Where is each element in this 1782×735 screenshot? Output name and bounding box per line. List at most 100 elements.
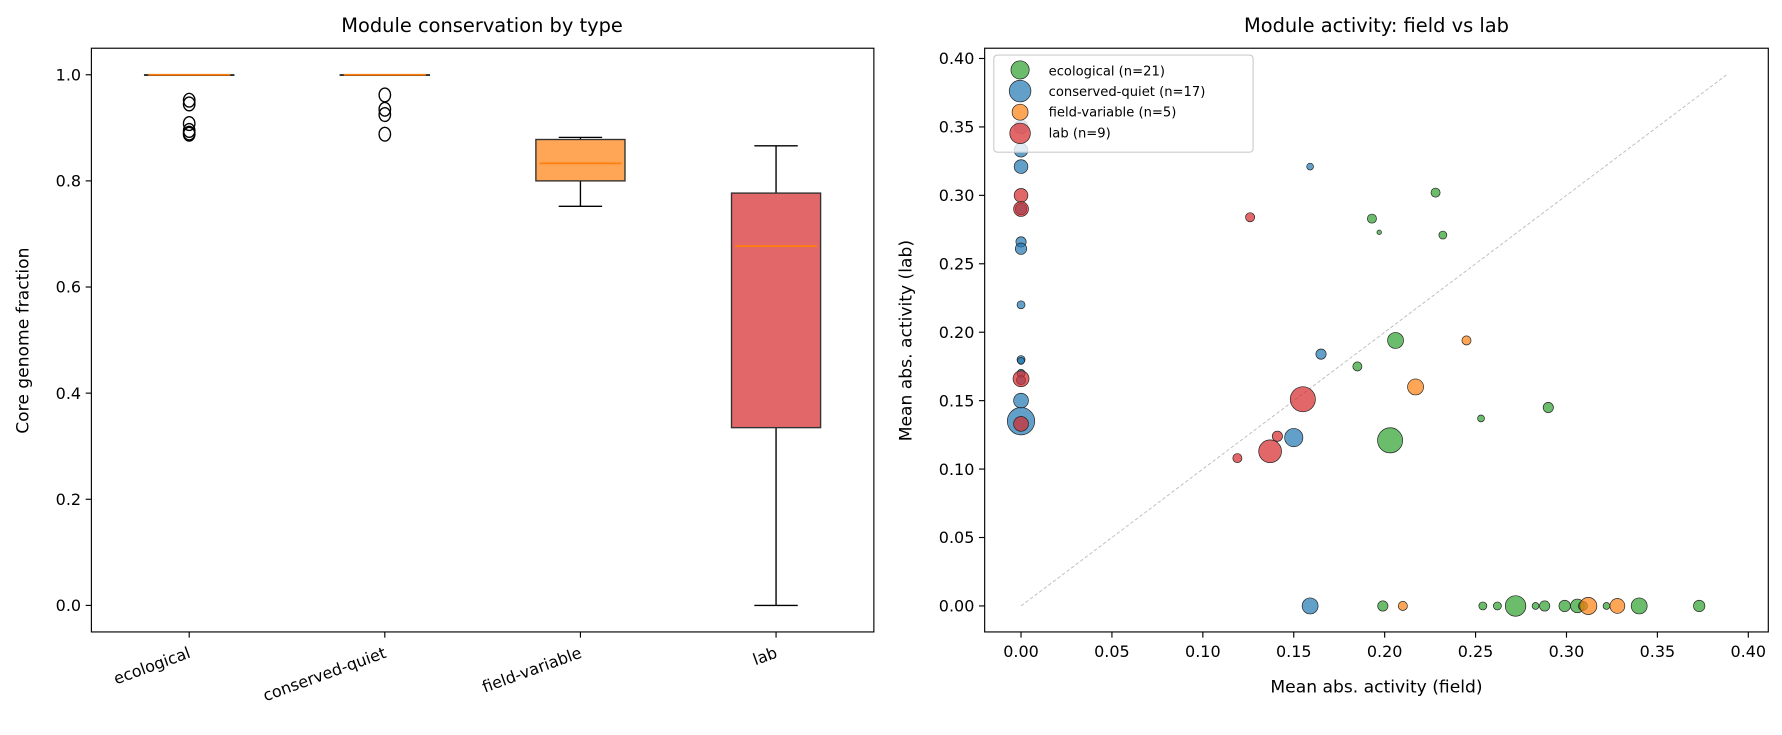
scatter-point: [1013, 416, 1029, 432]
scatter-point: [1013, 201, 1029, 217]
legend-box: [993, 54, 1254, 153]
x-tick-label: 0.00: [1003, 642, 1039, 661]
scatter-point: [1542, 402, 1554, 413]
x-tick-label: 0.15: [1276, 642, 1312, 661]
scatter-point: [1258, 439, 1282, 464]
scatter-point: [1531, 602, 1540, 610]
scatter-xlabel: Mean abs. activity (field): [1270, 677, 1482, 697]
x-tick-label: 0.40: [1730, 642, 1766, 661]
y-tick-label: 0.20: [939, 323, 975, 342]
x-tick-label: field-variable: [480, 643, 585, 697]
outlier-point: [378, 87, 392, 103]
scatter-point: [1271, 430, 1283, 442]
legend-marker: [1008, 79, 1032, 103]
scatter-point: [1014, 242, 1028, 255]
box-lab: [730, 192, 822, 429]
legend-label: field-variable (n=5): [1049, 106, 1177, 121]
y-tick-label: 0.6: [56, 278, 81, 297]
boxplot-ylabel: Core genome fraction: [14, 248, 34, 434]
y-tick-label: 0.15: [939, 391, 975, 410]
boxplot-panel: Module conservation by type Core genome …: [14, 14, 875, 705]
scatter-point: [1352, 361, 1363, 372]
boxplot-title: Module conservation by type: [341, 14, 623, 37]
scatter-point: [1558, 599, 1571, 612]
x-tick-label: 0.25: [1458, 642, 1494, 661]
legend-marker: [1010, 60, 1030, 80]
scatter-point: [1232, 453, 1243, 464]
scatter-point: [1284, 428, 1304, 448]
legend-label: lab (n=9): [1049, 126, 1111, 141]
scatter-point: [1376, 229, 1382, 235]
scatter-point: [1012, 370, 1030, 388]
outlier-point: [182, 92, 196, 108]
x-tick-label: 0.30: [1549, 642, 1585, 661]
scatter-point: [1387, 332, 1404, 349]
scatter-point: [1397, 601, 1408, 611]
scatter-point: [1315, 348, 1327, 360]
outlier-point: [378, 126, 392, 142]
scatter-point: [1630, 597, 1648, 615]
y-tick-label: 0.10: [939, 460, 975, 479]
legend-label: ecological (n=21): [1049, 65, 1165, 80]
scatter-panel: Module activity: field vs lab Mean abs. …: [897, 14, 1769, 697]
scatter-point: [1430, 187, 1441, 198]
boxplot-frame: [90, 47, 875, 633]
y-tick-label: 0.00: [939, 597, 975, 616]
scatter-point: [1013, 392, 1029, 409]
legend-marker: [1009, 122, 1031, 144]
outlier-point: [182, 96, 196, 112]
x-tick-label: 0.05: [1094, 642, 1130, 661]
scatter-point: [1477, 414, 1485, 423]
x-tick-label: 0.35: [1640, 642, 1676, 661]
scatter-point: [1579, 597, 1598, 615]
y-tick-label: 0.30: [939, 186, 975, 205]
y-tick-label: 0.05: [939, 528, 975, 547]
scatter-point: [1377, 600, 1389, 612]
scatter-ylabel: Mean abs. activity (lab): [897, 240, 917, 441]
y-tick-label: 0.25: [939, 254, 975, 273]
scatter-point: [1478, 601, 1488, 611]
scatter-point: [1367, 213, 1377, 224]
y-tick-label: 1.0: [56, 65, 81, 84]
scatter-point: [1693, 599, 1706, 612]
scatter-point: [1539, 600, 1551, 612]
scatter-point: [1438, 230, 1448, 240]
y-tick-label: 0.4: [56, 384, 81, 403]
box-field-variable: [535, 138, 626, 182]
scatter-frame: [984, 47, 1769, 633]
scatter-point: [1289, 386, 1316, 413]
y-tick-label: 0.2: [56, 490, 81, 509]
outlier-point: [378, 101, 392, 117]
scatter-point: [1016, 300, 1026, 310]
y-tick-label: 0.8: [56, 172, 81, 191]
legend-marker: [1011, 103, 1029, 121]
x-tick-label: lab: [750, 643, 779, 669]
scatter-title: Module activity: field vs lab: [1244, 14, 1509, 37]
scatter-point: [1602, 602, 1611, 610]
scatter-point: [1377, 427, 1404, 454]
diagonal-line: [1020, 74, 1727, 607]
x-tick-label: 0.20: [1367, 642, 1403, 661]
scatter-point: [1461, 335, 1472, 346]
legend: ecological (n=21) conserved-quiet (n=17) f…: [993, 54, 1254, 153]
x-tick-label: 0.10: [1185, 642, 1221, 661]
scatter-point: [1504, 595, 1527, 617]
y-tick-label: 0.0: [56, 596, 81, 615]
scatter-point: [1306, 162, 1314, 171]
outlier-point: [182, 126, 196, 142]
scatter-point: [1017, 357, 1025, 365]
outlier-point: [182, 116, 196, 132]
scatter-point: [1013, 188, 1029, 203]
scatter-point: [1493, 601, 1502, 611]
scatter-point: [1609, 598, 1626, 614]
y-tick-label: 0.35: [939, 118, 975, 137]
x-tick-label: ecological: [111, 643, 193, 688]
scatter-point: [1407, 378, 1424, 396]
scatter-point: [1245, 212, 1256, 223]
scatter-point: [1013, 159, 1029, 174]
x-tick-label: conserved-quiet: [260, 643, 388, 705]
outlier-point: [378, 107, 392, 123]
legend-label: conserved-quiet (n=17): [1049, 85, 1206, 100]
scatter-point: [1301, 597, 1319, 615]
